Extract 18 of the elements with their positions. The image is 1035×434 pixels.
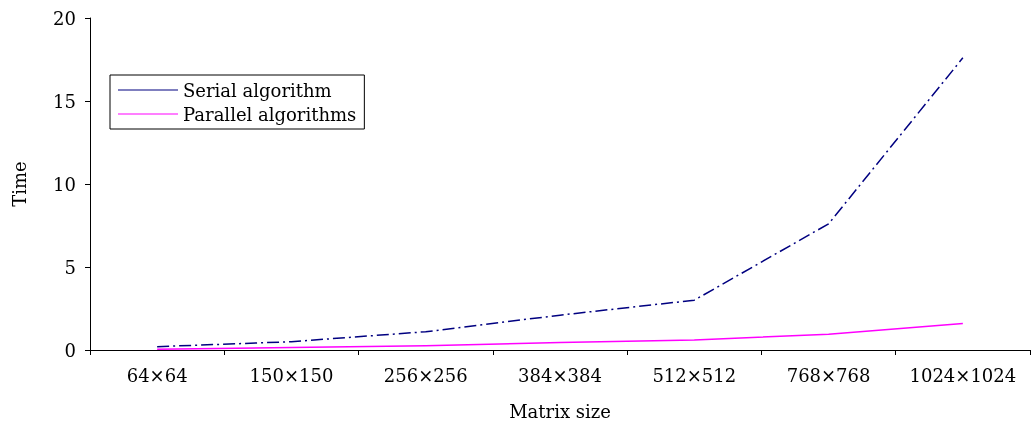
y-axis-title: Time xyxy=(8,161,30,207)
x-tick-label: 256×256 xyxy=(383,364,468,386)
x-tick-label: 1024×1024 xyxy=(909,364,1017,386)
legend-label: Serial algorithm xyxy=(183,79,332,101)
x-tick-label: 150×150 xyxy=(249,364,334,386)
line-series xyxy=(156,57,964,348)
x-axis-title: Matrix size xyxy=(509,400,611,422)
y-tick-label: 15 xyxy=(53,90,76,112)
y-tick-label: 0 xyxy=(64,339,76,361)
x-tick-label: 64×64 xyxy=(126,364,188,386)
y-tick-label: 10 xyxy=(53,173,76,195)
legend-label: Parallel algorithms xyxy=(183,103,357,125)
x-tick-label: 768×768 xyxy=(786,364,871,386)
x-tick-label: 384×384 xyxy=(518,364,602,386)
y-tick-label: 20 xyxy=(53,7,76,29)
x-tick-label: 512×512 xyxy=(652,364,737,386)
y-tick-label: 5 xyxy=(64,256,76,278)
line-series xyxy=(156,322,964,350)
